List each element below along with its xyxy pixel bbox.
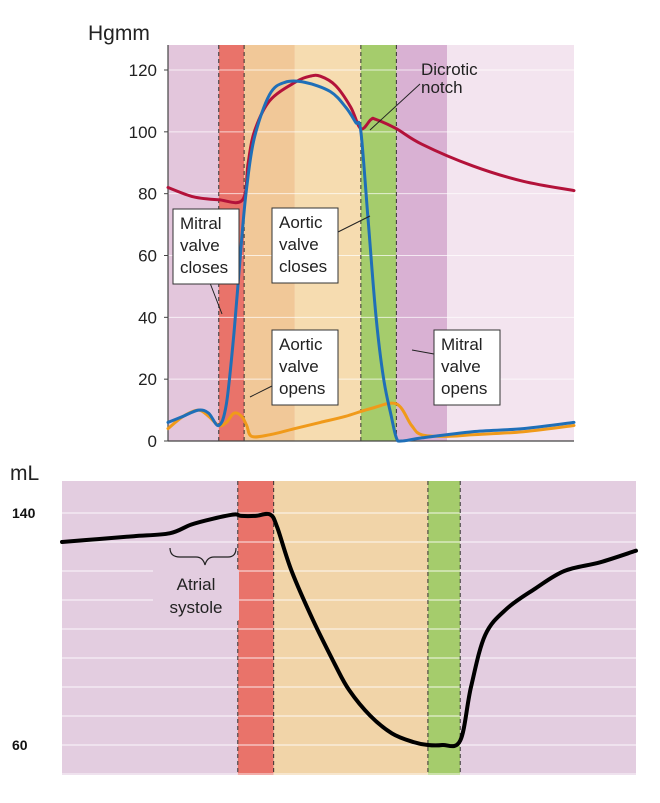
aortic-valve-opens-line1: Aortic [279,335,323,354]
volume-phase-band [237,481,274,775]
pressure-y-tick-label: 120 [129,61,157,80]
volume-y-ticks: 60 140 [12,505,36,753]
aortic-valve-closes-leader [337,215,371,233]
volume-phase-dividers [237,481,461,775]
mitral-valve-closes-line1: Mitral [180,214,222,233]
aortic-valve-opens-line3: opens [279,379,325,398]
volume-y-tick-label: 140 [12,505,36,521]
dicrotic-notch-callout: Dicrotic notch [369,60,478,131]
pressure-y-axis-label: Hgmm [88,22,150,45]
pressure-y-tick-label: 100 [129,123,157,142]
pressure-phase-band [360,45,397,441]
dicrotic-notch-label-line2: notch [421,78,463,97]
mitral-valve-opens-line2: valve [441,357,481,376]
mitral-valve-closes-callout: Mitral valve closes [172,208,240,315]
mitral-valve-closes-line3: closes [180,258,228,277]
pressure-y-ticks: 0 20 40 60 80 100 120 [129,61,168,451]
atrial-systole-line2: systole [170,598,223,617]
atrial-systole-line1: Atrial [177,575,216,594]
aortic-valve-closes-box [271,207,339,284]
pressure-axes [167,45,574,442]
aortic-pressure-line [166,73,576,205]
volume-y-tick-label: 60 [12,737,28,753]
aortic-valve-closes-callout: Aortic valve closes [271,207,371,284]
pressure-y-tick-label: 0 [148,432,157,451]
pressure-chart: 0 20 40 60 80 100 120 Hgmm Dicrotic notch Mitr… [88,22,576,451]
mitral-valve-opens-box [433,329,501,406]
volume-chart: mL 60 140 Atrial systole [10,462,638,775]
aortic-valve-closes-line1: Aortic [279,213,323,232]
mitral-valve-opens-line3: opens [441,379,487,398]
atrial-systole-label-bg [153,570,239,620]
volume-phase-bands [62,481,636,775]
aortic-valve-closes-line3: closes [279,257,327,276]
volume-phase-band [273,481,428,775]
pressure-y-tick-label: 60 [138,247,157,266]
volume-series [60,511,638,749]
mitral-valve-opens-callout: Mitral valve opens [411,329,501,406]
aortic-valve-opens-leader [249,385,273,398]
pressure-y-tick-label: 20 [138,370,157,389]
mitral-valve-opens-line1: Mitral [441,335,483,354]
volume-phase-band [460,481,636,775]
volume-y-axis-label: mL [10,462,39,485]
aortic-valve-opens-box [271,329,339,406]
aortic-valve-opens-callout: Aortic valve opens [249,329,339,406]
atrial-systole-brace [169,547,237,566]
dicrotic-notch-label-line1: Dicrotic [421,60,478,79]
atrial-systole-annotation: Atrial systole [153,547,239,620]
mitral-valve-closes-leader [209,282,223,315]
volume-phase-band [62,481,238,775]
mitral-valve-opens-leader [411,349,435,355]
pressure-series [166,73,576,443]
mitral-valve-closes-box [172,208,240,285]
aortic-valve-closes-line2: valve [279,235,319,254]
ventricular-pressure-line [166,79,576,443]
volume-phase-band [427,481,461,775]
volume-line [60,511,638,749]
aortic-valve-opens-line2: valve [279,357,319,376]
mitral-valve-closes-line2: valve [180,236,220,255]
pressure-y-tick-label: 80 [138,185,157,204]
pressure-y-tick-label: 40 [138,308,157,327]
dicrotic-notch-leader [369,83,421,131]
